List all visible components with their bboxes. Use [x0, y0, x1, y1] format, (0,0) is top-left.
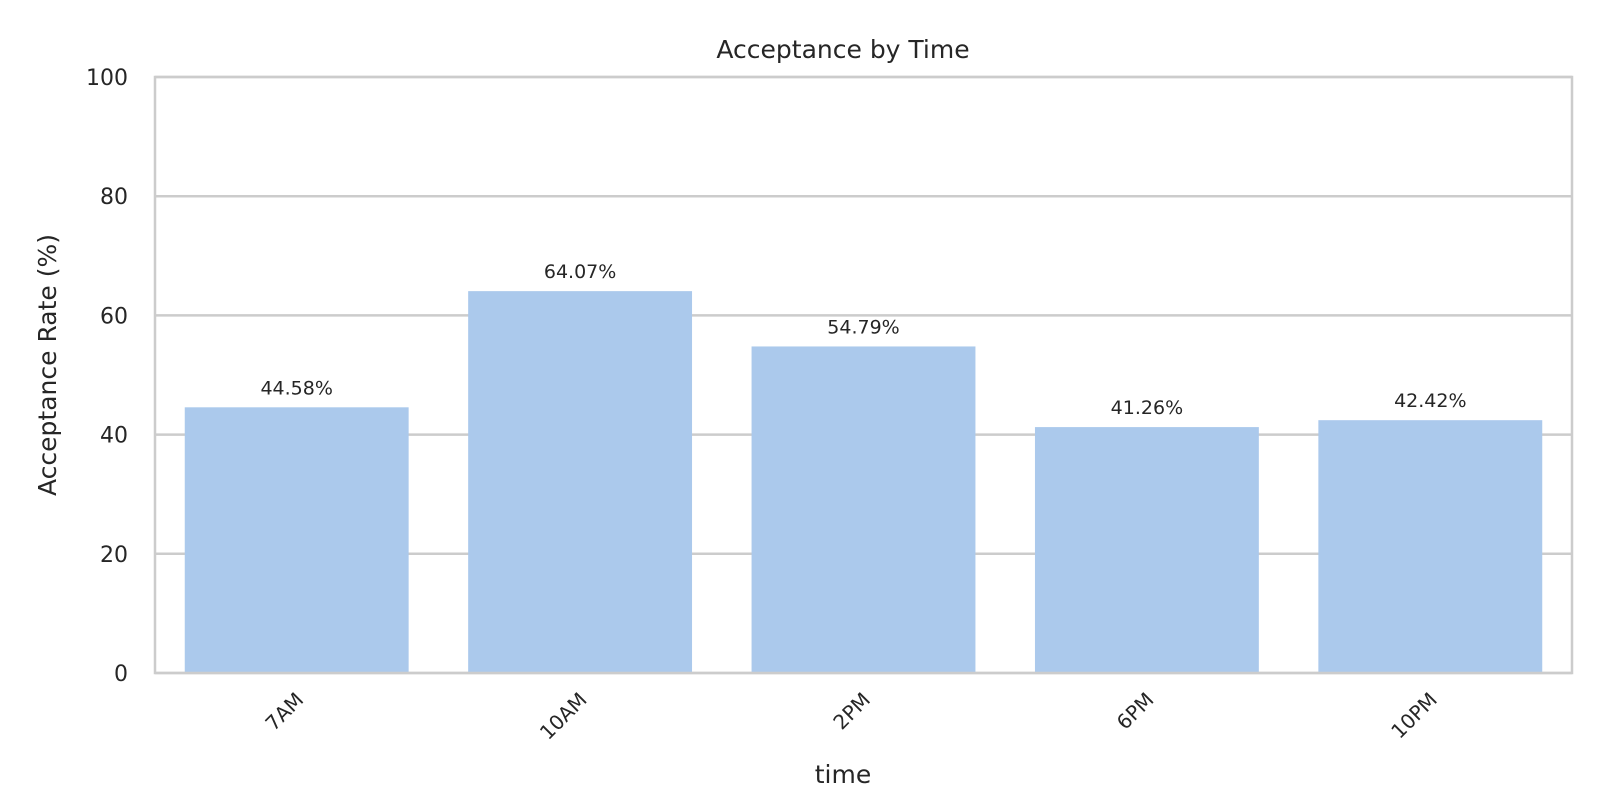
y-tick-label: 40 [100, 424, 128, 449]
bars [184, 291, 1543, 673]
bar-value-label: 41.26% [1111, 397, 1183, 419]
y-axis-label: Acceptance Rate (%) [33, 234, 62, 496]
y-tick-label: 80 [100, 185, 128, 210]
bar-6pm [1034, 427, 1259, 673]
plot-frame [153, 75, 1574, 675]
data-labels: 44.58% 64.07% 54.79% 41.26% 42.42% [260, 261, 1466, 419]
bar-2pm [751, 346, 976, 673]
x-axis-label: time [815, 760, 871, 789]
bar-value-label: 54.79% [827, 316, 899, 338]
bar-value-label: 64.07% [544, 261, 616, 283]
bar-10am [468, 291, 693, 673]
y-tick-label: 20 [100, 543, 128, 568]
y-tick-label: 100 [86, 66, 128, 91]
y-tick-label: 60 [100, 304, 128, 329]
bar-10pm [1318, 420, 1543, 673]
y-tick-labels: 0 20 40 60 80 100 [86, 66, 128, 687]
bar-value-label: 44.58% [260, 377, 332, 399]
bar-value-label: 42.42% [1394, 390, 1466, 412]
bar-7am [184, 407, 409, 673]
y-tick-label: 0 [114, 662, 128, 687]
chart-title: Acceptance by Time [716, 35, 969, 64]
